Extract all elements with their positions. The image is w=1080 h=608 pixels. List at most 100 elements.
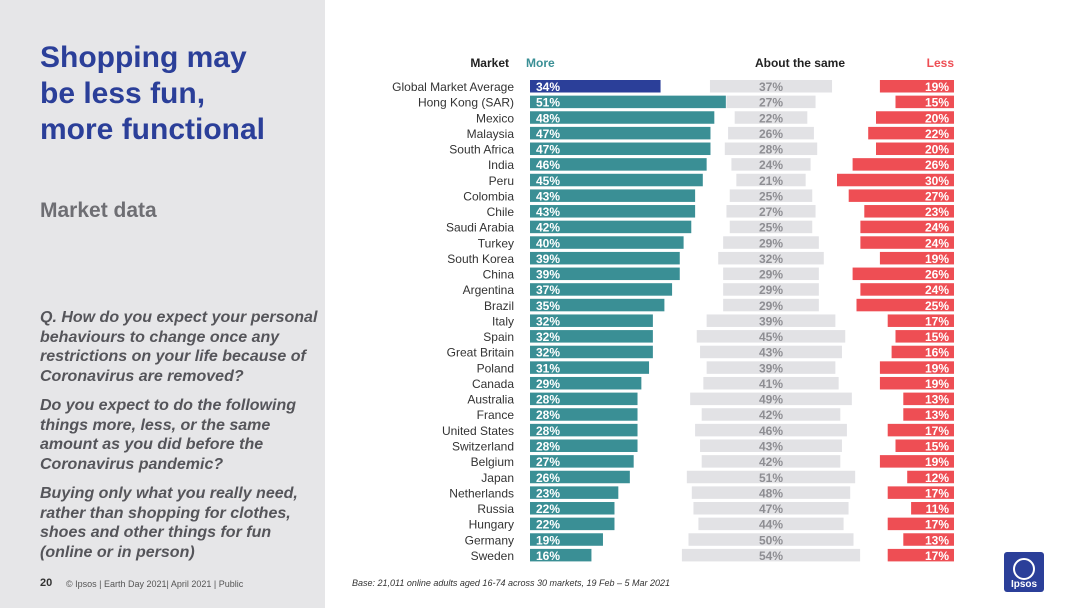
- value-label-more: 27%: [536, 455, 560, 469]
- bar-less: [903, 408, 954, 421]
- value-label-more: 32%: [536, 314, 560, 328]
- market-label: Italy: [492, 314, 514, 328]
- bar-same: [703, 376, 839, 390]
- value-label-less: 15%: [925, 439, 949, 453]
- value-label-more: 23%: [536, 486, 560, 500]
- value-label-less: 20%: [925, 143, 949, 157]
- value-label-less: 26%: [925, 158, 949, 172]
- value-label-same: 29%: [759, 268, 783, 282]
- bar-more: [530, 283, 673, 296]
- value-label-same: 29%: [759, 299, 783, 313]
- value-label-same: 51%: [759, 471, 783, 485]
- bar-more: [530, 220, 692, 234]
- bar-less: [887, 517, 954, 531]
- bar-more: [530, 533, 603, 546]
- value-label-less: 30%: [925, 174, 949, 188]
- bar-same: [681, 548, 861, 562]
- value-label-same: 42%: [759, 408, 783, 422]
- value-label-less: 24%: [925, 236, 949, 250]
- bar-less: [837, 173, 954, 187]
- logo-wordmark: Ipsos: [1011, 579, 1038, 590]
- bar-less: [879, 361, 954, 374]
- value-label-less: 17%: [925, 549, 949, 563]
- bar-more: [530, 486, 619, 499]
- bar-less: [879, 376, 954, 390]
- header-same: About the same: [755, 56, 845, 70]
- bar-more: [530, 173, 703, 187]
- bar-more: [530, 236, 684, 249]
- bar-same: [690, 392, 852, 406]
- bar-less: [876, 111, 954, 124]
- bar-same: [698, 517, 844, 531]
- bar-more: [530, 330, 653, 343]
- value-label-more: 43%: [536, 205, 560, 219]
- bar-more: [530, 517, 615, 531]
- value-label-less: 13%: [925, 408, 949, 422]
- value-label-same: 27%: [759, 96, 783, 110]
- sidebar-panel: Shopping may be less fun, more functiona…: [0, 0, 325, 608]
- value-label-same: 46%: [759, 424, 783, 438]
- bar-more: [530, 455, 634, 468]
- market-label: Global Market Average: [392, 80, 514, 94]
- bar-same: [706, 361, 836, 374]
- logo-ring: [1013, 558, 1035, 580]
- market-label: Belgium: [471, 455, 514, 469]
- market-label: United States: [442, 424, 514, 438]
- value-label-less: 11%: [926, 502, 950, 516]
- bar-less: [895, 95, 954, 109]
- value-label-same: 22%: [759, 111, 783, 125]
- bar-more: [530, 111, 715, 124]
- bar-same: [700, 345, 842, 359]
- value-label-same: 44%: [759, 518, 783, 532]
- bar-same: [736, 173, 806, 187]
- value-label-less: 22%: [925, 127, 949, 141]
- page-number: 20: [40, 577, 53, 589]
- bar-same: [723, 236, 819, 249]
- bar-same: [701, 455, 841, 468]
- value-label-less: 26%: [925, 268, 949, 282]
- value-label-same: 24%: [759, 158, 783, 172]
- value-label-less: 24%: [925, 221, 949, 235]
- bar-more: [530, 376, 642, 390]
- market-label: Poland: [477, 361, 514, 375]
- bar-less: [879, 80, 954, 93]
- bar-same: [724, 142, 818, 156]
- value-label-more: 37%: [536, 283, 560, 297]
- market-label: Peru: [489, 174, 514, 188]
- bar-more: [530, 298, 665, 312]
- bar-less: [879, 251, 954, 265]
- value-label-less: 15%: [925, 96, 949, 110]
- value-label-same: 41%: [759, 377, 783, 391]
- value-label-more: 48%: [536, 111, 560, 125]
- value-label-same: 29%: [759, 283, 783, 297]
- bar-same: [691, 486, 851, 499]
- value-label-same: 47%: [759, 502, 783, 516]
- value-label-more: 22%: [536, 518, 560, 532]
- value-label-less: 27%: [925, 189, 949, 203]
- value-label-same: 49%: [759, 393, 783, 407]
- value-label-same: 32%: [759, 252, 783, 266]
- bar-more: [530, 502, 615, 515]
- bar-same: [693, 502, 849, 515]
- bar-less: [891, 345, 954, 359]
- value-label-less: 19%: [925, 252, 949, 266]
- value-label-more: 32%: [536, 346, 560, 360]
- title-line: be less fun,: [40, 77, 206, 110]
- market-label: Switzerland: [452, 439, 514, 453]
- bar-less: [856, 298, 954, 312]
- value-label-less: 20%: [925, 111, 949, 125]
- header-market: Market: [470, 56, 509, 70]
- value-label-more: 26%: [536, 471, 560, 485]
- value-label-more: 34%: [536, 80, 560, 94]
- value-label-more: 31%: [536, 361, 560, 375]
- section-label: Market data: [40, 199, 157, 222]
- bar-less: [903, 533, 954, 546]
- title-line: more functional: [40, 113, 266, 146]
- market-label: Brazil: [484, 299, 514, 313]
- header-less: Less: [927, 56, 955, 70]
- market-label: China: [483, 268, 515, 282]
- bar-more: [530, 205, 696, 218]
- value-label-more: 40%: [536, 236, 560, 250]
- bar-less: [860, 283, 954, 296]
